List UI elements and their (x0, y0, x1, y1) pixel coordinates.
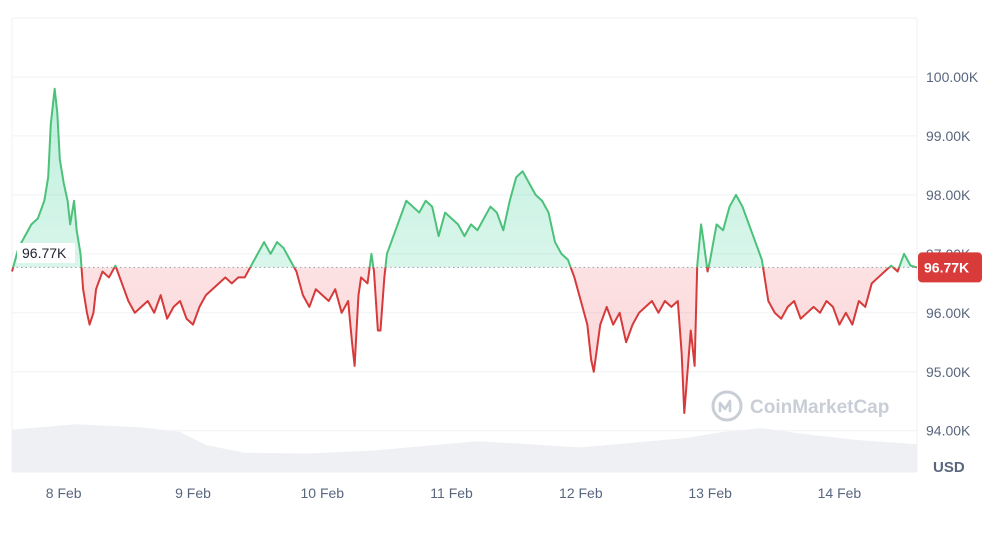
x-tick-label: 11 Feb (430, 485, 473, 501)
reference-value-text: 96.77K (22, 245, 67, 261)
current-price-tag: 96.77K (918, 252, 982, 283)
price-line-below (11, 267, 917, 415)
x-tick-label: 8 Feb (46, 485, 82, 501)
reference-value-label: 96.77K (17, 243, 75, 263)
coinmarketcap-logo-icon (711, 390, 743, 422)
current-price-tag-bg (918, 252, 982, 283)
y-tick-label: 95.00K (926, 364, 971, 380)
y-tick-label: 96.00K (926, 305, 971, 321)
x-tick-label: 13 Feb (688, 485, 732, 501)
x-tick-label: 14 Feb (818, 485, 862, 501)
price-fill-below (12, 267, 900, 414)
coinmarketcap-watermark: CoinMarketCap (711, 390, 889, 422)
volume-area-shape (12, 424, 917, 472)
price-line-above (12, 87, 918, 268)
y-tick-label: 98.00K (926, 187, 971, 203)
x-axis: 8 Feb 9 Feb 10 Feb 11 Feb 12 Feb 13 Feb 14 Feb (12, 471, 917, 501)
price-line (11, 87, 918, 415)
x-tick-label: 12 Feb (559, 485, 603, 501)
y-tick-label: 100.00K (926, 69, 979, 85)
volume-area (12, 424, 917, 472)
current-price-value: 96.77K (924, 259, 969, 275)
watermark-label: CoinMarketCap (750, 397, 889, 418)
y-tick-label: 99.00K (926, 128, 971, 144)
plot-frame (11, 17, 918, 472)
currency-unit-label: USD (933, 459, 965, 476)
price-fill (12, 88, 917, 414)
price-fill-above (12, 88, 917, 268)
x-tick-label: 10 Feb (300, 485, 344, 501)
x-tick-label: 9 Feb (175, 485, 211, 501)
y-tick-label: 94.00K (926, 423, 971, 439)
